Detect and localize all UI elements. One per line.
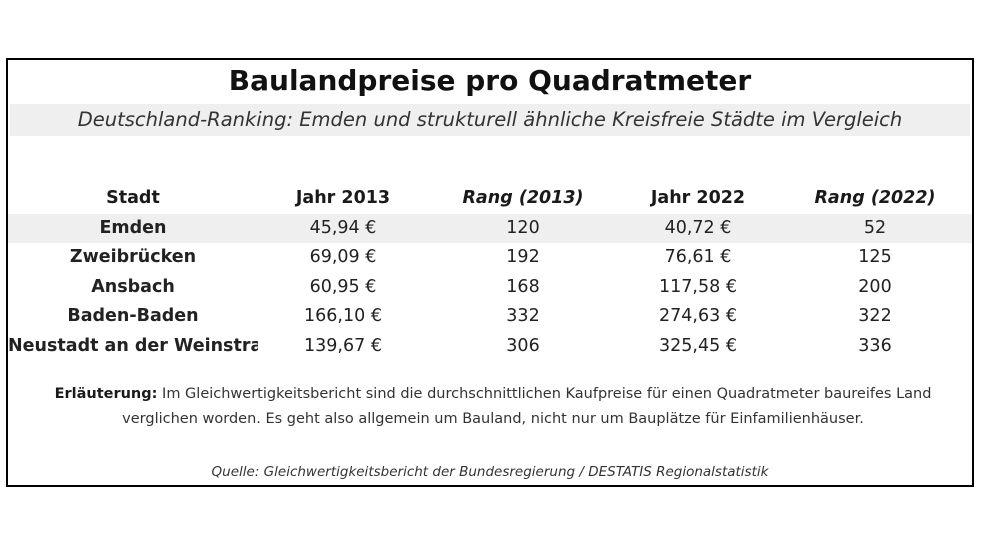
city-cell: Baden-Baden [67,306,199,326]
table-header-row: Stadt Jahr 2013 Rang (2013) Jahr 2022 Ra… [8,184,972,214]
price-2013-cell: 69,09 € [309,247,377,267]
rank-2022-cell: 52 [863,217,887,238]
page-title: Baulandpreise pro Quadratmeter [228,64,752,97]
price-2013-cell: 166,10 € [304,306,382,326]
rank-2013-cell: 306 [506,335,540,356]
rank-2022-cell: 125 [858,247,892,267]
price-2013-cell: 60,95 € [309,276,377,297]
rank-2022-cell: 336 [858,335,892,356]
price-2022-cell: 325,45 € [659,335,737,356]
table-row: Baden-Baden 166,10 € 332 274,63 € 322 [8,302,972,332]
price-2022-cell: 117,58 € [659,276,737,297]
rank-2013-cell: 332 [506,306,540,326]
price-2013-cell: 139,67 € [304,335,382,356]
rank-2013-cell: 192 [506,247,540,267]
rank-2022-cell: 322 [858,306,892,326]
price-2022-cell: 40,72 € [664,217,732,238]
price-2022-cell: 274,63 € [659,306,737,326]
city-cell: Neustadt an der Weinstraße [8,335,258,356]
price-table: Stadt Jahr 2013 Rang (2013) Jahr 2022 Ra… [8,184,972,361]
header-city: Stadt [106,188,160,208]
header-rank-2022: Rang (2022) [814,188,936,208]
header-year-2013: Jahr 2013 [295,188,391,208]
rank-2013-cell: 168 [506,276,540,297]
infobox-frame: Baulandpreise pro Quadratmeter Deutschla… [6,58,974,487]
table-row: Neustadt an der Weinstraße 139,67 € 306 … [8,332,972,362]
price-2013-cell: 45,94 € [309,217,377,238]
price-2022-cell: 76,61 € [664,247,732,267]
table-row: Ansbach 60,95 € 168 117,58 € 200 [8,273,972,303]
source-line: Quelle: Gleichwertigkeitsbericht der Bun… [211,464,769,480]
header-rank-2013: Rang (2013) [462,188,584,208]
rank-2013-cell: 120 [506,217,540,238]
city-cell: Emden [99,217,167,238]
rank-2022-cell: 200 [858,276,892,297]
city-cell: Zweibrücken [69,247,197,267]
explanation-label: Erläuterung: [54,386,158,402]
city-cell: Ansbach [91,276,175,297]
header-year-2022: Jahr 2022 [650,188,746,208]
explanation-text: Im Gleichwertigkeitsbericht sind die dur… [122,386,932,427]
subtitle-band [10,104,970,136]
table-row: Zweibrücken 69,09 € 192 76,61 € 125 [8,243,972,273]
explanation-note: Erläuterung: Im Gleichwertigkeitsbericht… [28,382,958,432]
table-row: Emden 45,94 € 120 40,72 € 52 [8,213,972,243]
page-subtitle: Deutschland-Ranking: Emden und strukture… [77,108,903,131]
